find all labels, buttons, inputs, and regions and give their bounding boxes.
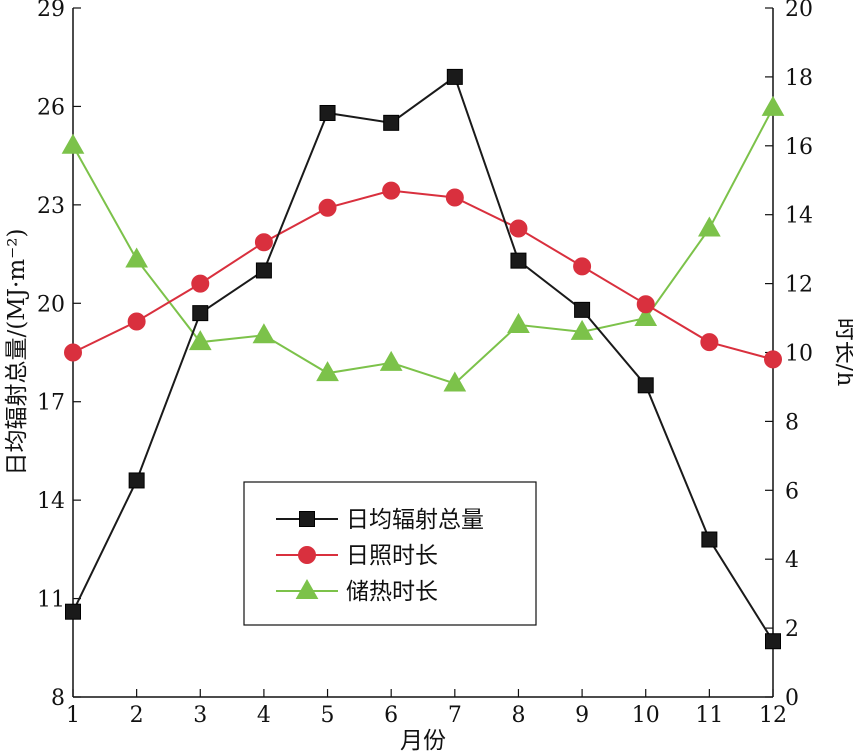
data-point	[319, 104, 336, 121]
data-point	[634, 306, 658, 327]
right-tick-label: 8	[785, 410, 799, 435]
x-tick-label: 6	[384, 703, 398, 728]
x-tick-label: 2	[130, 703, 144, 728]
data-point	[125, 247, 148, 268]
x-tick-label: 7	[448, 703, 462, 728]
data-point	[701, 531, 718, 548]
data-point	[383, 114, 400, 131]
data-point	[382, 181, 401, 200]
series-circle	[64, 181, 782, 369]
data-point	[192, 305, 209, 322]
right-tick-label: 4	[785, 548, 799, 573]
right-tick-label: 2	[785, 617, 799, 642]
data-point	[700, 333, 719, 352]
x-axis-title: 月份	[400, 728, 446, 753]
x-tick-label: 3	[193, 703, 207, 728]
data-point	[507, 312, 530, 333]
series-line	[72, 107, 774, 385]
data-point	[764, 350, 782, 369]
data-point	[191, 274, 210, 293]
data-point	[570, 319, 594, 340]
left-tick-label: 11	[37, 588, 65, 613]
series-layer	[61, 68, 785, 650]
data-point	[636, 295, 655, 314]
x-tick-label: 11	[695, 703, 723, 728]
x-tick-label: 8	[511, 703, 525, 728]
right-axis-title: 时长/h	[832, 318, 853, 387]
series-triangle	[61, 95, 785, 392]
data-point	[252, 323, 276, 344]
data-point	[698, 216, 721, 237]
right-tick-label: 6	[785, 479, 799, 504]
data-point	[509, 219, 528, 238]
data-point	[573, 257, 592, 276]
data-point	[761, 95, 785, 116]
data-point	[637, 377, 654, 394]
left-tick-label: 8	[51, 686, 65, 711]
right-tick-label: 20	[785, 0, 813, 22]
left-tick-label: 14	[37, 489, 65, 514]
data-point	[316, 361, 339, 382]
left-tick-label: 20	[37, 292, 65, 317]
legend-label: 储热时长	[346, 579, 438, 605]
series-square	[65, 68, 781, 650]
right-tick-label: 16	[785, 135, 813, 160]
right-tick-label: 12	[785, 273, 813, 298]
x-tick-label: 12	[759, 703, 787, 728]
data-point	[446, 68, 463, 85]
legend-label: 日照时长	[346, 543, 438, 569]
right-tick-label: 18	[785, 66, 813, 91]
right-tick-label: 14	[785, 204, 813, 229]
data-point	[443, 371, 467, 392]
x-tick-label: 5	[321, 703, 335, 728]
data-point	[254, 233, 273, 252]
data-point	[127, 312, 146, 331]
x-tick-label: 4	[257, 703, 271, 728]
left-tick-label: 26	[37, 95, 65, 120]
data-point	[510, 252, 527, 269]
left-tick-label: 23	[37, 194, 65, 219]
data-point	[61, 133, 85, 154]
x-tick-label: 10	[632, 703, 660, 728]
series-line	[72, 75, 774, 642]
data-point	[379, 350, 403, 371]
legend-marker	[295, 578, 319, 599]
data-point	[188, 330, 212, 351]
left-tick-label: 29	[37, 0, 65, 22]
legend-box	[243, 481, 537, 626]
data-point	[445, 188, 464, 207]
right-tick-label: 0	[785, 686, 799, 711]
x-tick-label: 1	[66, 703, 80, 728]
series-line	[72, 189, 774, 361]
left-tick-label: 17	[37, 391, 65, 416]
data-point	[765, 633, 781, 650]
left-axis-title: 日均辐射总量/(MJ·m⁻²)	[4, 229, 30, 476]
data-point	[128, 472, 145, 489]
data-point	[65, 603, 81, 620]
ticks: 1 2 3 4 5 6 7 8 9 10 11 128111417202326290246810121…	[37, 0, 813, 728]
data-point	[255, 262, 272, 279]
data-point	[318, 198, 337, 217]
right-tick-label: 10	[785, 342, 813, 367]
legend-marker	[299, 511, 315, 527]
legend-label: 日均辐射总量	[346, 507, 484, 533]
x-tick-label: 9	[575, 703, 589, 728]
data-point	[574, 301, 591, 318]
data-point	[64, 343, 82, 362]
legend-marker	[298, 546, 316, 564]
